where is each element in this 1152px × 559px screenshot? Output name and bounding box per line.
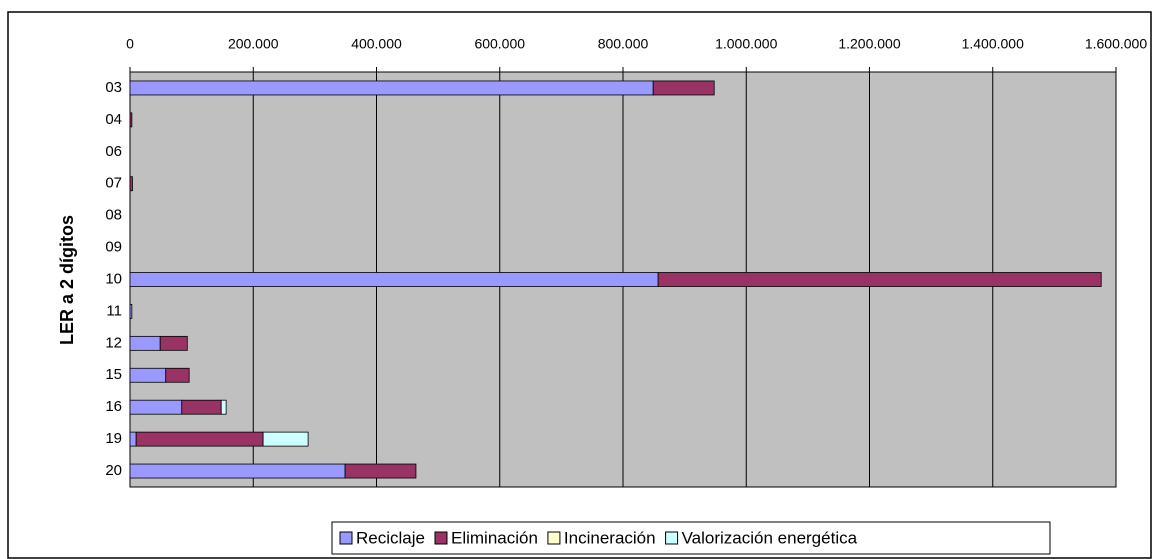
y-tick-label: 15 xyxy=(105,366,122,383)
y-tick-label: 09 xyxy=(105,239,122,256)
y-tick-label: 20 xyxy=(105,462,122,479)
x-tick-label: 800.000 xyxy=(598,36,649,52)
bar-segment xyxy=(652,80,715,96)
y-tick-label: 19 xyxy=(105,430,122,447)
y-tick-label: 03 xyxy=(105,79,122,96)
legend-label: Eliminación xyxy=(451,528,538,547)
x-tick-label: 0 xyxy=(126,36,134,52)
x-tick-label: 1.200.000 xyxy=(838,36,900,52)
legend-label: Reciclaje xyxy=(356,528,425,547)
bar-segment xyxy=(262,431,309,447)
x-tick-label: 600.000 xyxy=(474,36,525,52)
bar-segment xyxy=(129,80,654,96)
y-tick-label: 08 xyxy=(105,207,122,224)
y-tick-label: 16 xyxy=(105,398,122,415)
y-tick-label: 12 xyxy=(105,334,122,351)
y-tick-label: 06 xyxy=(105,143,122,160)
y-tick-label: 11 xyxy=(106,302,122,319)
legend-box xyxy=(331,521,1051,555)
y-tick-label: 07 xyxy=(105,175,122,192)
bar-segment xyxy=(135,431,264,447)
y-tick-label: 10 xyxy=(105,270,122,287)
x-tick-label: 400.000 xyxy=(351,36,402,52)
y-axis-label: LER a 2 dígitos xyxy=(57,215,77,345)
bar-segment xyxy=(181,399,222,415)
bar-segment xyxy=(165,367,190,383)
bar-segment xyxy=(129,112,133,128)
legend-label: Incineración xyxy=(564,528,656,547)
bar-segment xyxy=(129,304,133,319)
bar-segment xyxy=(344,463,417,479)
bar-segment xyxy=(129,463,346,479)
legend-swatch xyxy=(665,531,679,545)
x-tick-label: 1.000.000 xyxy=(715,36,777,52)
y-tick-label: 04 xyxy=(105,111,122,128)
bar-segment xyxy=(129,431,137,447)
x-tick-label: 1.600.000 xyxy=(1085,36,1147,52)
bar-segment xyxy=(129,399,183,415)
bar-segment xyxy=(129,176,133,192)
legend-label: Valorización energética xyxy=(682,528,858,547)
legend-swatch xyxy=(434,531,448,545)
legend-swatch xyxy=(339,531,353,545)
bar-segment xyxy=(657,272,1102,287)
bar-segment xyxy=(220,399,227,415)
bar-segment xyxy=(129,272,659,287)
bar-segment xyxy=(129,367,167,383)
x-tick-label: 1.400.000 xyxy=(962,36,1024,52)
legend-swatch xyxy=(547,531,561,545)
bar-segment xyxy=(159,335,188,351)
x-tick-label: 200.000 xyxy=(228,36,279,52)
bar-segment xyxy=(129,335,161,351)
